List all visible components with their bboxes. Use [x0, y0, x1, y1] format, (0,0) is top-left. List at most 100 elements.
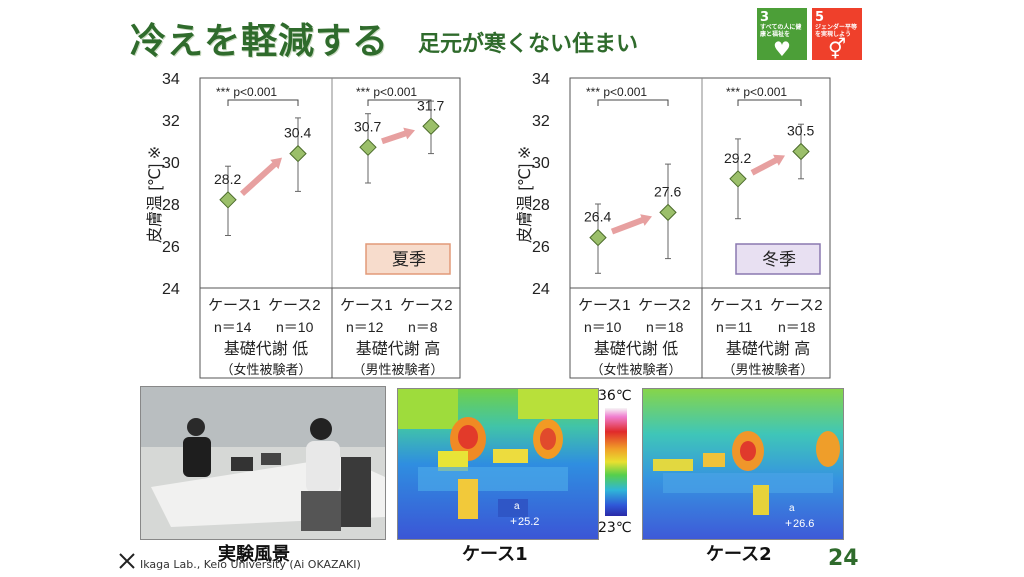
- data-point: [359, 138, 377, 157]
- season-badge: [735, 243, 821, 275]
- photo-caption: 実験風景: [218, 544, 290, 565]
- group-sublabel: （女性被験者）: [220, 362, 311, 377]
- significance-label: *** p<0.001: [356, 85, 417, 99]
- sdg-3-number: 3: [760, 10, 770, 25]
- case-label: ケース2: [638, 297, 691, 314]
- crosshair-icon: +: [785, 516, 792, 530]
- significance-bracket: [597, 99, 669, 106]
- significance-bracket: [227, 99, 299, 106]
- data-label: 26.4: [584, 209, 611, 225]
- case-label: ケース1: [710, 297, 763, 314]
- sample-size: n＝14: [214, 319, 252, 335]
- sdg-5-text: ジェンダー平等を実現しよう: [815, 24, 858, 38]
- increase-arrowhead: [773, 154, 785, 166]
- significance-label: *** p<0.001: [586, 85, 647, 99]
- experiment-photo: [140, 386, 386, 540]
- y-tick-label: 24: [532, 281, 550, 298]
- y-tick-label: 28: [162, 197, 180, 214]
- group-label: 基礎代謝 低: [594, 340, 678, 358]
- increase-arrowhead: [640, 214, 652, 226]
- y-tick-label: 24: [162, 281, 180, 298]
- sample-size: n＝12: [346, 319, 384, 335]
- lab-logo-icon: [118, 552, 136, 570]
- thermal-case1-reading: 25.2: [518, 516, 539, 528]
- data-label: 30.7: [354, 118, 381, 134]
- case-label: ケース1: [208, 297, 261, 314]
- data-point: [589, 228, 607, 247]
- y-tick-label: 34: [162, 71, 180, 88]
- data-point: [729, 170, 747, 188]
- crosshair-icon: +: [510, 514, 517, 528]
- season-label: 夏季: [392, 250, 426, 269]
- y-tick-label: 26: [532, 239, 550, 256]
- y-axis-label: 皮膚温 [℃] ※: [146, 146, 164, 243]
- data-point: [659, 203, 677, 222]
- case1-caption: ケース1: [462, 544, 528, 565]
- y-tick-label: 34: [532, 71, 550, 88]
- sample-size: n＝18: [646, 319, 684, 335]
- page-number: 24: [828, 546, 859, 571]
- case-label: ケース2: [400, 297, 453, 314]
- thermal-case2-marker: a: [789, 503, 795, 514]
- sample-size: n＝11: [716, 319, 753, 335]
- data-label: 31.7: [417, 97, 444, 113]
- page-title: 冷えを軽減する: [130, 21, 390, 62]
- y-axis-label: 皮膚温 [℃] ※: [516, 146, 534, 243]
- footer-credit: Ikaga Lab., Keio University (Ai OKAZAKI): [140, 558, 361, 571]
- group-sublabel: （男性被験者）: [722, 362, 813, 377]
- group-sublabel: （女性被験者）: [590, 362, 681, 377]
- y-tick-label: 32: [532, 113, 550, 130]
- case-label: ケース2: [268, 297, 321, 314]
- thermal-image-case1: a 25.2 +: [397, 388, 599, 540]
- thermal-case1-marker: a: [514, 501, 520, 512]
- y-tick-label: 32: [162, 113, 180, 130]
- group-label: 基礎代謝 低: [224, 340, 308, 358]
- sdg-3-badge: 3 すべての人に健康と福祉を ♥: [757, 8, 807, 60]
- case2-caption: ケース2: [706, 544, 772, 565]
- group-sublabel: （男性被験者）: [352, 362, 443, 377]
- data-label: 29.2: [724, 150, 751, 166]
- group-label: 基礎代謝 高: [726, 340, 810, 358]
- sdg-5-number: 5: [815, 10, 825, 25]
- thermal-case2-reading: 26.6: [793, 518, 814, 530]
- data-point: [792, 142, 810, 161]
- sample-size: n＝10: [276, 319, 314, 335]
- season-label: 冬季: [762, 250, 796, 269]
- significance-label: *** p<0.001: [726, 85, 787, 99]
- data-label: 30.4: [284, 125, 311, 141]
- data-point: [289, 144, 307, 163]
- color-scale-min: 23℃: [598, 520, 632, 536]
- case-label: ケース1: [578, 297, 631, 314]
- season-badge: [365, 243, 451, 275]
- data-label: 30.5: [787, 123, 814, 139]
- increase-arrow: [381, 130, 407, 145]
- page-subtitle: 足元が寒くない住まい: [418, 32, 639, 57]
- color-scale-bar: [605, 408, 627, 516]
- increase-arrow: [239, 162, 277, 197]
- increase-arrowhead: [403, 127, 415, 140]
- gender-equality-icon: ⚥: [827, 37, 847, 60]
- sdg-5-badge: 5 ジェンダー平等を実現しよう ⚥: [812, 8, 862, 60]
- sdg-3-text: すべての人に健康と福祉を: [760, 24, 802, 38]
- sample-size: n＝10: [584, 319, 622, 335]
- thermal-image-case2: a 26.6 +: [642, 388, 844, 540]
- increase-arrow: [610, 217, 644, 235]
- data-label: 27.6: [654, 183, 681, 199]
- significance-label: *** p<0.001: [216, 85, 277, 99]
- sample-size: n＝8: [408, 319, 438, 335]
- sample-size: n＝18: [778, 319, 816, 335]
- category-table: [569, 287, 831, 379]
- case-label: ケース1: [340, 297, 393, 314]
- case-label: ケース2: [770, 297, 823, 314]
- y-tick-label: 30: [162, 155, 180, 172]
- group-label: 基礎代謝 高: [356, 340, 440, 358]
- data-label: 28.2: [214, 171, 241, 187]
- winter-skin-temp-chart: 24 26 28 30 32 34 皮膚温 [℃] ※ *** p<0.001 *** p<0.…: [516, 71, 831, 379]
- y-tick-label: 26: [162, 239, 180, 256]
- data-point: [422, 117, 440, 136]
- significance-bracket: [737, 99, 802, 106]
- color-scale-max: 36℃: [598, 388, 632, 404]
- data-point: [219, 191, 237, 209]
- y-tick-label: 30: [532, 155, 550, 172]
- heartbeat-icon: ♥: [773, 37, 791, 60]
